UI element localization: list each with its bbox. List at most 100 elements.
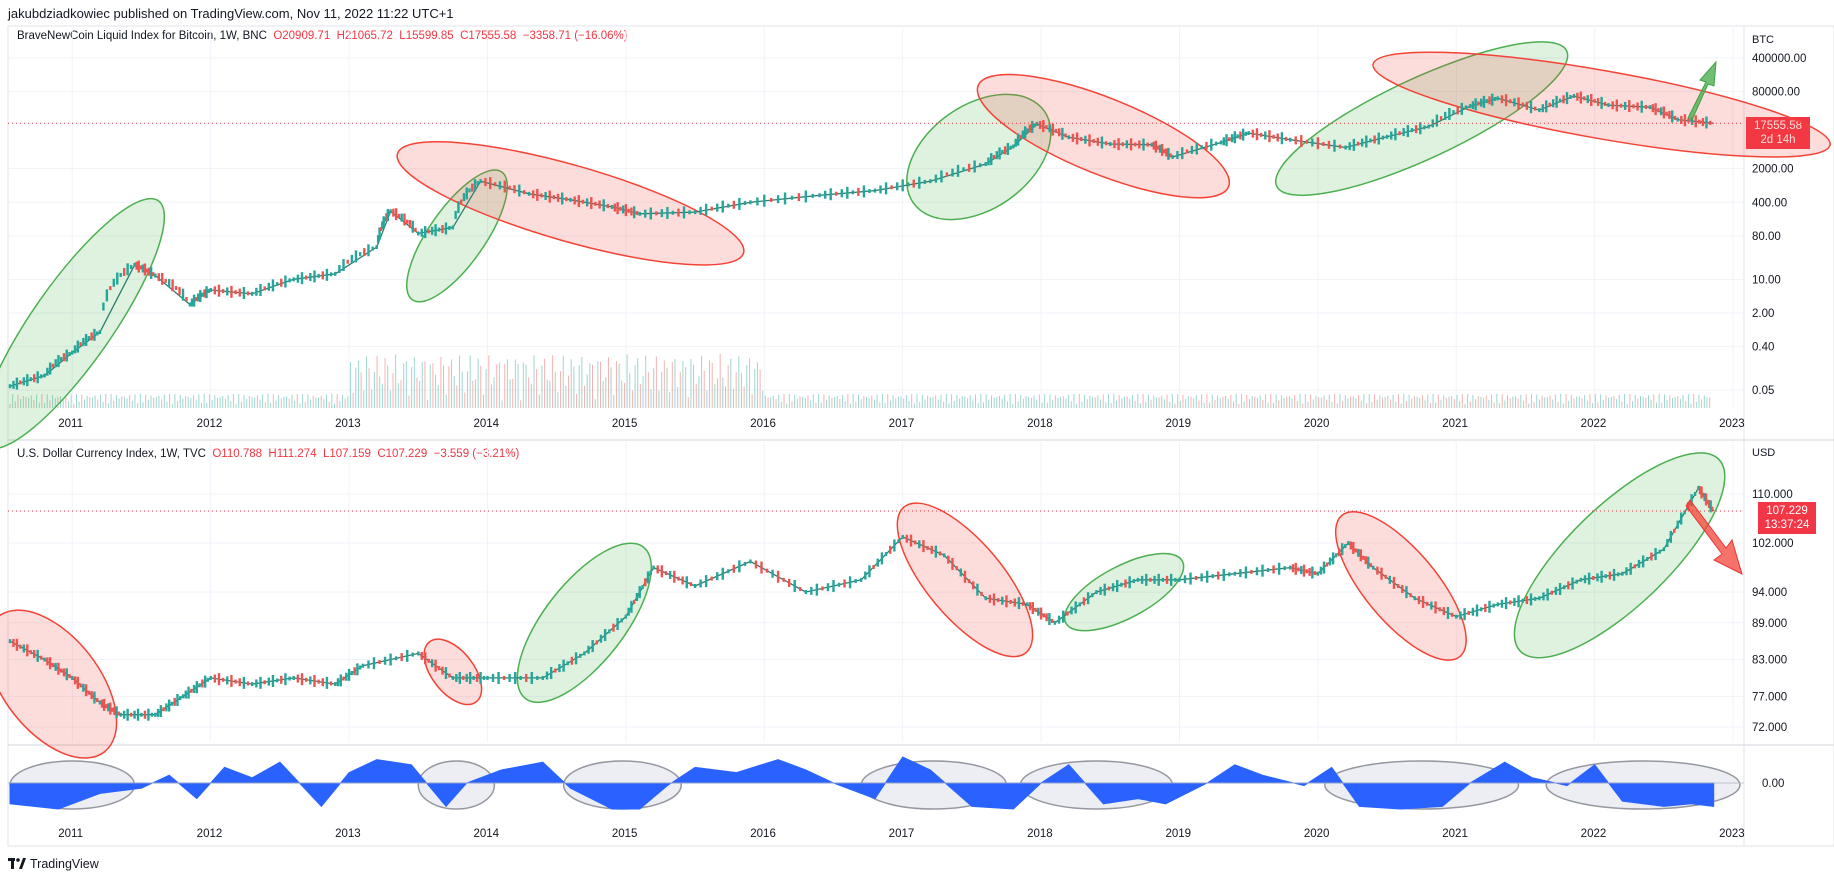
btc-candle <box>317 273 320 278</box>
btc-candle <box>1670 110 1674 123</box>
dxy-candle <box>129 712 133 717</box>
btc-bull-ellipse <box>906 93 1052 221</box>
btc-candle <box>1360 138 1364 147</box>
dxy-candle <box>1344 544 1347 549</box>
btc-candle <box>1586 95 1589 104</box>
btc-candle <box>749 200 752 205</box>
btc-candle <box>624 204 628 217</box>
dxy-candle <box>46 657 49 666</box>
dxy-candle <box>1021 601 1025 606</box>
btc-candle <box>493 182 497 187</box>
dxy-candle <box>90 691 93 700</box>
bottom-x-tick-11: 2022 <box>1581 828 1607 840</box>
dxy-candle <box>673 570 676 583</box>
dxy-candle <box>1369 563 1372 568</box>
dxy-last-price-tag: 107.229 13:37:24 <box>1758 502 1816 534</box>
btc-candle <box>1181 147 1184 160</box>
dxy-candle <box>530 671 533 684</box>
btc-candle <box>1479 98 1483 107</box>
btc-candle <box>1427 124 1430 129</box>
dxy-candle <box>1467 610 1470 615</box>
dxy-candle <box>36 649 39 662</box>
dxy-candle <box>389 653 392 666</box>
btc-candle <box>868 189 871 194</box>
btc-candle <box>1038 120 1042 129</box>
btc-candle <box>457 201 460 214</box>
dxy-candle <box>1554 586 1558 595</box>
dxy-candle <box>837 582 841 587</box>
dxy-candle <box>574 652 578 665</box>
dxy-candle <box>1017 597 1021 610</box>
dxy-candle <box>1050 618 1054 623</box>
dxy-open: O110.788 <box>212 448 263 460</box>
btc-candle <box>987 157 990 166</box>
dxy-candle <box>1070 606 1073 615</box>
btc-candle <box>1651 104 1655 113</box>
btc-candle <box>1156 145 1160 150</box>
btc-y-tick-6: 2.00 <box>1752 308 1774 320</box>
dxy-candle <box>1500 599 1504 608</box>
footer-brand-text[interactable]: TradingView <box>30 857 99 871</box>
dxy-candle <box>1658 549 1661 554</box>
dxy-candle <box>1538 596 1541 601</box>
dxy-candle <box>1533 596 1537 601</box>
dxy-candle <box>930 545 933 554</box>
dxy-candle <box>1145 573 1148 586</box>
btc-bear-ellipse <box>396 140 745 266</box>
dxy-candle <box>455 673 458 682</box>
btc-candle <box>1247 131 1250 136</box>
dxy-candle <box>296 674 300 683</box>
btc-candle <box>1525 101 1529 110</box>
btc-candle <box>329 272 333 277</box>
btc-candle <box>1048 124 1051 133</box>
btc-candle <box>846 186 849 199</box>
btc-candle <box>427 229 430 234</box>
btc-candle <box>1593 98 1596 103</box>
btc-candle <box>1344 145 1347 150</box>
dxy-candle <box>660 565 664 578</box>
dxy-candle <box>1654 548 1657 561</box>
btc-candle <box>1001 149 1004 154</box>
dxy-candle <box>39 655 43 660</box>
btc-candle <box>275 281 279 286</box>
btc-pane-title: BraveNewCoin Liquid Index for Bitcoin, 1… <box>17 30 628 42</box>
btc-candle <box>1600 96 1603 109</box>
btc-candle <box>884 182 888 195</box>
btc-candle <box>1033 123 1036 128</box>
dxy-candle <box>430 659 434 668</box>
btc-candle <box>203 289 206 298</box>
dxy-candle <box>513 671 517 684</box>
dxy-candle <box>491 673 495 682</box>
btc-candle <box>226 287 229 296</box>
dxy-symbol-name[interactable]: U.S. Dollar Currency Index, 1W, TVC <box>17 448 206 460</box>
dxy-candle <box>624 614 628 619</box>
btc-candle <box>710 206 713 211</box>
dxy-candle <box>95 698 99 703</box>
btc-candle <box>267 282 271 291</box>
btc-candle <box>444 222 448 235</box>
dxy-candle <box>1244 566 1248 579</box>
btc-candle <box>102 302 105 311</box>
btc-candle <box>454 210 457 219</box>
dxy-candle <box>1509 600 1512 605</box>
dxy-green-ellipse <box>1513 452 1726 659</box>
btc-candle <box>544 192 547 201</box>
dxy-candle <box>113 707 116 716</box>
dxy-candle <box>1359 549 1362 562</box>
dxy-candle <box>275 678 279 683</box>
dxy-candle <box>1294 562 1297 575</box>
btc-candle <box>87 336 91 341</box>
btc-candle <box>1377 132 1380 145</box>
dxy-candle <box>71 675 74 680</box>
btc-candle <box>508 185 511 190</box>
dxy-candle <box>420 651 423 660</box>
btc-symbol-name[interactable]: BraveNewCoin Liquid Index for Bitcoin, 1… <box>17 30 267 42</box>
btc-candle <box>638 211 641 216</box>
btc-candle <box>823 190 827 199</box>
dxy-candle <box>1334 553 1338 558</box>
dxy-candle <box>79 683 82 688</box>
btc-candle <box>334 271 337 276</box>
dxy-candle <box>1362 555 1365 560</box>
btc-candle <box>1019 134 1022 139</box>
